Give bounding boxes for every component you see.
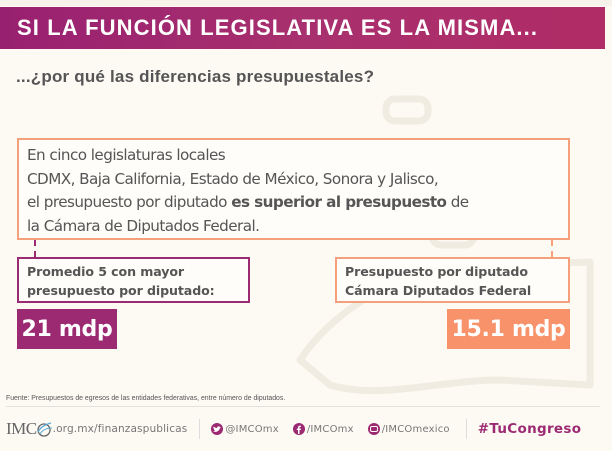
hashtag-link[interactable]: #TuCongreso [478,421,582,437]
footer-divider [6,406,600,407]
facebook-icon [292,423,305,435]
federal-label-line-2: Cámara Diputados Federal [345,283,532,298]
local-average-label-line-2: presupuesto por diputado: [27,283,215,298]
top-strip [0,0,612,6]
logo-text: IMC [6,419,37,438]
local-average-label-line-1: Promedio 5 con mayor [27,264,185,279]
statement-line-2: CDMX, Baja California, Estado de México,… [27,169,439,188]
youtube-link[interactable]: /IMCOmexico [367,423,450,435]
source-note: Fuente: Presupuestos de egresos de las e… [6,395,286,402]
facebook-handle: /IMCOmx [306,423,354,435]
imco-logo[interactable]: IMC .org.mx/finanzaspublicas [6,419,187,439]
local-average-label-box: Promedio 5 con mayor presupuesto por dip… [17,257,250,303]
website-link[interactable]: .org.mx/finanzaspublicas [52,423,188,435]
twitter-icon [211,423,224,435]
left-connector-line [34,240,36,257]
local-average-value: 21 mdp [17,309,117,349]
statement-line-4: la Cámara de Diputados Federal. [27,216,260,235]
hashtag-prefix: #Tu [477,421,508,437]
footer-separator-2 [465,419,467,439]
statement-box: En cinco legislaturas locales CDMX, Baja… [17,138,570,240]
footer-separator [199,419,201,439]
federal-label-line-1: Presupuesto por diputado [345,264,528,279]
page-subtitle: ...¿por qué las diferencias presupuestal… [16,67,375,86]
youtube-handle: /IMCOmexico [381,423,450,435]
twitter-link[interactable]: @IMCOmx [211,423,279,435]
facebook-link[interactable]: /IMCOmx [292,423,354,435]
logo-swirl-icon [36,422,52,437]
statement-line-3-post: de [446,193,469,211]
statement-emphasis: es superior al presupuesto [231,193,447,211]
page-title: SI LA FUNCIÓN LEGISLATIVA ES LA MISMA... [17,15,539,40]
federal-label-box: Presupuesto por diputado Cámara Diputado… [335,257,570,303]
statement-line-1: En cinco legislaturas locales [27,146,226,164]
footer: IMC .org.mx/finanzaspublicas @IMCOmx /IM… [6,417,606,441]
youtube-icon [367,423,380,435]
twitter-handle: @IMCOmx [225,423,279,435]
federal-value: 15.1 mdp [447,309,570,349]
hashtag-bold: Congreso [507,421,582,437]
right-connector-line [551,240,553,257]
statement-line-3: el presupuesto por diputado es superior … [27,191,568,215]
header-banner: SI LA FUNCIÓN LEGISLATIVA ES LA MISMA... [0,7,605,49]
statement-line-3-pre: el presupuesto por diputado [27,193,232,211]
